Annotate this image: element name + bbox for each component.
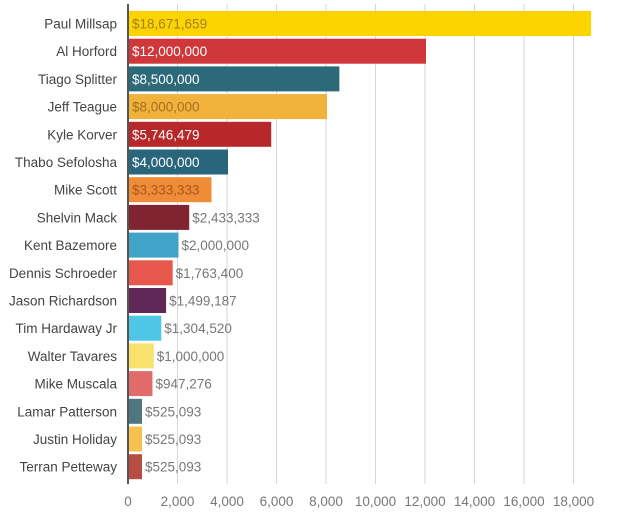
category-label: Jason Richardson [9,294,117,309]
value-label: $5,746,479 [132,127,200,142]
bar[interactable] [129,315,162,341]
bar[interactable] [129,204,190,230]
bar[interactable] [129,177,212,203]
x-tick-label: 14,000 [454,494,495,509]
category-label: Mike Muscala [34,377,117,392]
category-label: Paul Millsap [44,17,117,32]
bar[interactable] [129,426,142,452]
x-tick-label: 0 [124,494,132,509]
bar[interactable] [129,260,173,286]
value-label: $3,333,333 [132,183,200,198]
category-label: Walter Tavares [28,349,118,364]
value-label: $8,500,000 [132,72,200,87]
category-label: Terran Petteway [19,460,117,475]
category-label: Kent Bazemore [24,238,117,253]
x-tick-label: 2,000 [161,494,195,509]
value-label: $1,000,000 [157,349,225,364]
x-tick-label: 12,000 [404,494,445,509]
category-label: Lamar Patterson [17,404,117,419]
x-tick-label: 4,000 [210,494,244,509]
x-axis-tick-labels: 0 2,000 4,000 6,000 8,000 10,000 12,000 14,000 1… [124,494,594,509]
category-label: Al Horford [56,44,117,59]
value-label: $4,000,000 [132,155,200,170]
value-label: $525,093 [145,432,201,447]
value-label: $947,276 [155,377,211,392]
bar[interactable] [129,398,142,424]
bar[interactable] [129,121,272,147]
value-label: $1,304,520 [164,321,232,336]
x-tick-label: 10,000 [355,494,396,509]
bar[interactable] [129,66,340,92]
category-label: Justin Holiday [33,432,117,447]
category-label: Jeff Teague [48,100,117,115]
chart-bars [129,11,592,480]
bar[interactable] [129,454,142,480]
category-label: Mike Scott [54,183,117,198]
value-labels: $18,671,659 $12,000,000 $8,500,000 $8,000,0… [132,17,260,475]
x-tick-label: 18,000 [553,494,594,509]
category-label: Thabo Sefolosha [15,155,118,170]
value-label: $2,000,000 [182,238,250,253]
bar[interactable] [129,94,327,120]
value-label: $2,433,333 [192,210,260,225]
bar[interactable] [129,149,228,175]
value-label: $12,000,000 [132,44,207,59]
value-label: $8,000,000 [132,100,200,115]
bar[interactable] [129,371,153,397]
x-tick-label: 6,000 [260,494,294,509]
category-label: Shelvin Mack [37,210,118,225]
value-label: $1,763,400 [176,266,244,281]
bar[interactable] [129,38,426,64]
value-label: $18,671,659 [132,17,207,32]
value-label: $525,093 [145,404,201,419]
category-label: Dennis Schroeder [9,266,118,281]
value-label: $525,093 [145,460,201,475]
bar[interactable] [129,232,179,258]
category-label: Tim Hardaway Jr [15,321,117,336]
x-tick-label: 8,000 [309,494,343,509]
category-label: Tiago Splitter [38,72,118,87]
x-tick-label: 16,000 [503,494,544,509]
bar[interactable] [129,288,167,313]
bar[interactable] [129,11,592,36]
bar[interactable] [129,343,154,369]
category-labels: Paul Millsap Al Horford Tiago Splitter Jeff… [9,17,118,475]
value-label: $1,499,187 [169,294,237,309]
category-label: Kyle Korver [47,127,117,142]
